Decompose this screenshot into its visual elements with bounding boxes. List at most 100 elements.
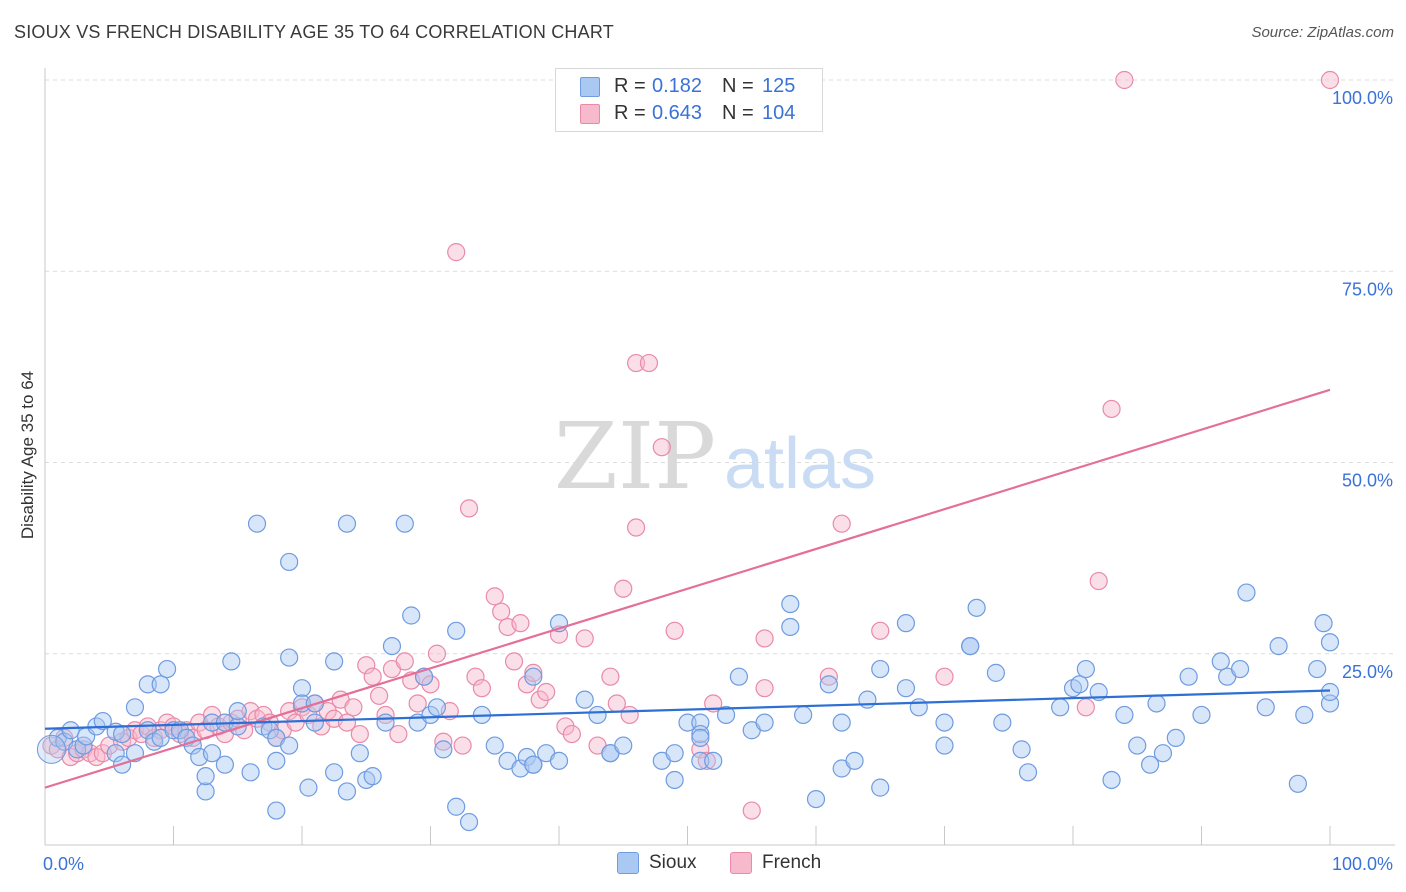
correlation-legend: R = 0.182 N = 125 R = 0.643 N = 104 [555, 68, 823, 132]
sioux-point [215, 755, 234, 774]
french-point [350, 724, 369, 744]
tick-labels: 25.0% 50.0% 75.0% 100.0% 0.0% 100.0% [43, 88, 1393, 874]
sioux-point [325, 652, 344, 671]
sioux-point [845, 751, 864, 770]
legend-n-value: 104 [762, 102, 796, 124]
sioux-point [434, 740, 453, 759]
sioux-point [1269, 636, 1288, 656]
sioux-point [716, 705, 736, 725]
sioux-point [1256, 698, 1275, 717]
sioux-point [665, 770, 684, 790]
french-point [537, 682, 556, 702]
french-point [357, 656, 376, 675]
french-point [626, 518, 646, 537]
y-tick-label: 75.0% [1342, 279, 1393, 299]
french-point [832, 514, 851, 533]
french-point [626, 353, 646, 373]
french-point [742, 801, 761, 820]
french-point [434, 732, 453, 751]
legend-row-sioux: R = 0.182 N = 125 [580, 75, 795, 98]
y-tick-label: 50.0% [1342, 471, 1393, 491]
sioux-point [665, 744, 684, 763]
sioux-swatch-icon [617, 852, 639, 874]
french-point [466, 667, 485, 686]
sioux-point [896, 679, 916, 698]
chart-source: Source: ZipAtlas.com [1251, 24, 1394, 41]
sioux-point [858, 690, 877, 709]
french-swatch-icon [730, 852, 752, 874]
sioux-point [1211, 652, 1230, 671]
french-point [459, 499, 479, 518]
sioux-point [575, 690, 594, 709]
sioux-point [125, 698, 145, 717]
sioux-point [241, 763, 260, 782]
french-point [935, 667, 954, 686]
sioux-point [1179, 667, 1198, 686]
sioux-point [1070, 675, 1089, 694]
sioux-point [447, 621, 466, 640]
legend-n-label: N = [722, 102, 754, 124]
french-point [755, 679, 774, 698]
sioux-point [138, 675, 157, 694]
french-point [511, 614, 530, 633]
french-point [389, 724, 408, 744]
french-point [639, 353, 659, 373]
french-point [344, 698, 363, 717]
sioux-point [1102, 770, 1121, 790]
sioux-point [157, 659, 177, 679]
sioux-point [363, 767, 382, 786]
french-point [1076, 698, 1095, 717]
sioux-point [337, 514, 357, 533]
sioux-point [871, 659, 890, 679]
y-tick-label: 100.0% [1332, 88, 1393, 108]
sioux-point [678, 713, 697, 732]
sioux-point [202, 744, 222, 763]
sioux-point [1288, 774, 1307, 793]
trend-lines [44, 388, 1331, 789]
french-point [395, 652, 414, 671]
sioux-point [1018, 763, 1038, 782]
bottom-legend-sioux: Sioux [617, 852, 697, 874]
sioux-point [691, 751, 710, 770]
bottom-legend-sioux-label: Sioux [649, 852, 697, 873]
french-point [755, 629, 774, 648]
sioux-point [781, 594, 800, 614]
french-point [652, 438, 671, 457]
sioux-point [267, 801, 286, 820]
french-point [601, 667, 620, 686]
sioux-point [459, 812, 479, 832]
watermark: ZIP atlas [554, 403, 876, 510]
french-point [492, 602, 511, 621]
sioux-swatch-icon [580, 76, 600, 97]
sioux-point [376, 713, 395, 732]
sioux-point [112, 724, 132, 744]
axes [44, 68, 1395, 846]
sioux-point [61, 721, 80, 740]
sioux-point [871, 778, 890, 797]
french-point [485, 587, 504, 606]
sioux-point [704, 751, 723, 770]
sioux-point [935, 713, 954, 732]
french-point [363, 667, 382, 686]
french-swatch-icon [580, 103, 600, 124]
sioux-point [325, 763, 344, 782]
sioux-point [806, 789, 826, 809]
sioux-point [222, 652, 241, 671]
sioux-point [106, 744, 125, 763]
french-point [337, 713, 357, 732]
french-point [614, 579, 633, 598]
french-point [1089, 571, 1108, 591]
sioux-point [755, 713, 774, 732]
sioux-point [151, 675, 170, 694]
legend-n-label: N = [722, 75, 754, 97]
sioux-point [267, 751, 286, 770]
sioux-point [1192, 705, 1211, 725]
sioux-point [247, 514, 267, 533]
watermark-zip: ZIP [554, 403, 716, 510]
sioux-point [1320, 682, 1340, 702]
sioux-point [832, 713, 851, 732]
sioux-point [1147, 694, 1166, 713]
x-tick-label: 100.0% [1332, 854, 1393, 874]
sioux-point [1295, 705, 1314, 725]
sioux-point [228, 702, 247, 721]
